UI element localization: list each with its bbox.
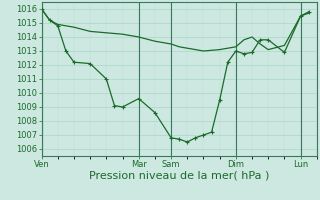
X-axis label: Pression niveau de la mer( hPa ): Pression niveau de la mer( hPa ) [89,171,269,181]
